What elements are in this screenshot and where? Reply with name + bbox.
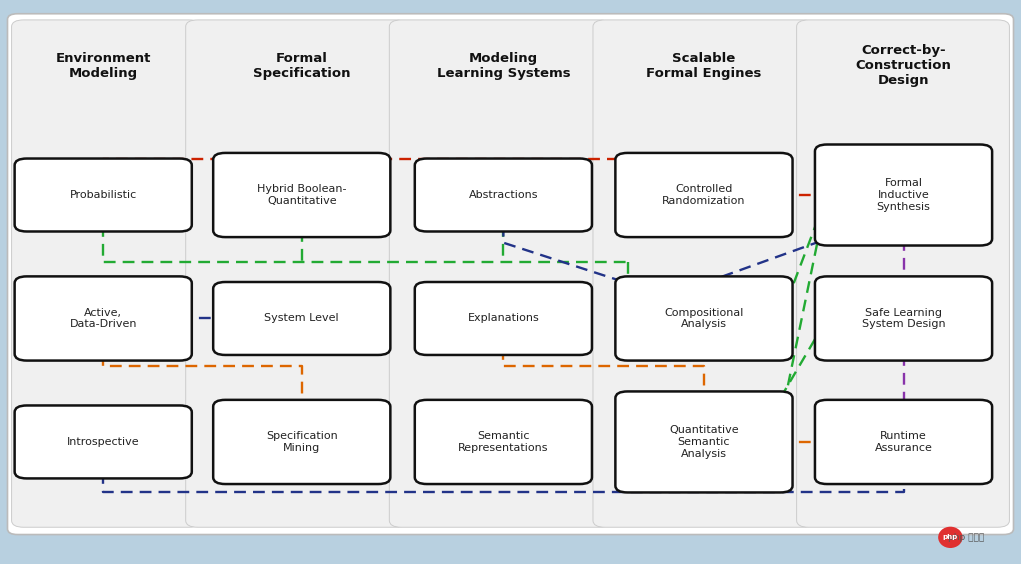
FancyBboxPatch shape	[815, 400, 992, 484]
FancyBboxPatch shape	[14, 158, 192, 231]
FancyBboxPatch shape	[815, 144, 992, 245]
Text: Controlled
Randomization: Controlled Randomization	[663, 184, 745, 206]
Text: Explanations: Explanations	[468, 314, 539, 324]
Text: Active,
Data-Driven: Active, Data-Driven	[69, 308, 137, 329]
Text: Compositional
Analysis: Compositional Analysis	[665, 308, 743, 329]
Text: Abstractions: Abstractions	[469, 190, 538, 200]
FancyBboxPatch shape	[186, 20, 407, 527]
FancyBboxPatch shape	[616, 276, 792, 360]
FancyBboxPatch shape	[616, 153, 792, 237]
Text: Correct-by-
Construction
Design: Correct-by- Construction Design	[856, 45, 952, 87]
Text: System Level: System Level	[264, 314, 339, 324]
Text: Formal
Specification: Formal Specification	[253, 52, 350, 80]
Text: Formal
Inductive
Synthesis: Formal Inductive Synthesis	[877, 178, 930, 212]
Text: Semantic
Representations: Semantic Representations	[458, 431, 548, 453]
FancyBboxPatch shape	[7, 14, 1014, 535]
Text: Introspective: Introspective	[67, 437, 140, 447]
Text: Environment
Modeling: Environment Modeling	[55, 52, 151, 80]
Text: Specification
Mining: Specification Mining	[265, 431, 338, 453]
Ellipse shape	[938, 527, 963, 548]
FancyBboxPatch shape	[415, 158, 592, 231]
Text: php 中文网: php 中文网	[947, 533, 984, 542]
FancyBboxPatch shape	[213, 153, 390, 237]
Text: Probabilistic: Probabilistic	[69, 190, 137, 200]
Text: Runtime
Assurance: Runtime Assurance	[875, 431, 932, 453]
Text: Hybrid Boolean-
Quantitative: Hybrid Boolean- Quantitative	[257, 184, 346, 206]
FancyBboxPatch shape	[796, 20, 1010, 527]
FancyBboxPatch shape	[213, 282, 390, 355]
FancyBboxPatch shape	[14, 406, 192, 478]
Text: Modeling
Learning Systems: Modeling Learning Systems	[437, 52, 570, 80]
FancyBboxPatch shape	[389, 20, 612, 527]
Text: Scalable
Formal Engines: Scalable Formal Engines	[646, 52, 762, 80]
FancyBboxPatch shape	[11, 20, 201, 527]
Text: php: php	[942, 534, 958, 540]
FancyBboxPatch shape	[415, 282, 592, 355]
FancyBboxPatch shape	[213, 400, 390, 484]
Text: Quantitative
Semantic
Analysis: Quantitative Semantic Analysis	[669, 425, 739, 459]
FancyBboxPatch shape	[415, 400, 592, 484]
FancyBboxPatch shape	[616, 391, 792, 492]
Text: Safe Learning
System Design: Safe Learning System Design	[862, 308, 945, 329]
FancyBboxPatch shape	[593, 20, 815, 527]
FancyBboxPatch shape	[815, 276, 992, 360]
FancyBboxPatch shape	[14, 276, 192, 360]
